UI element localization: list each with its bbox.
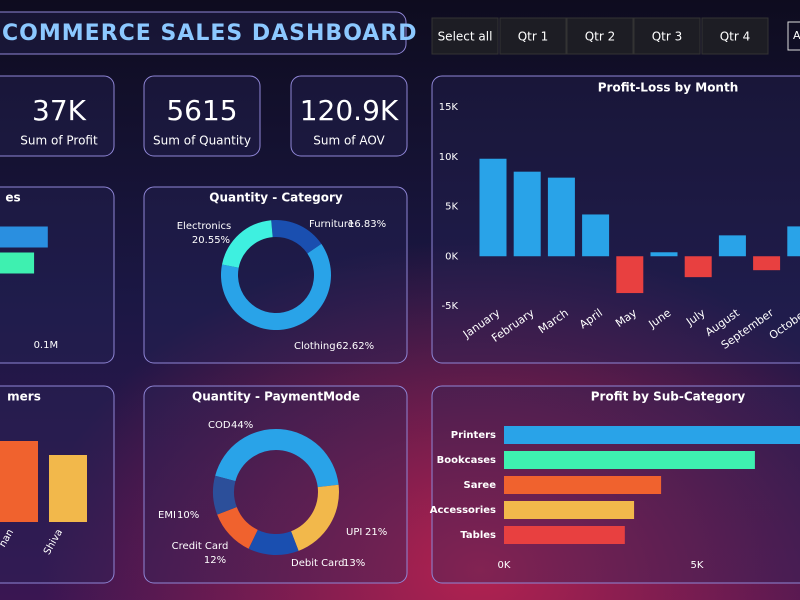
panel [0, 186, 115, 364]
category-label: Saree [464, 480, 497, 491]
donut-slice [271, 220, 322, 254]
x-tick-label: 5K [691, 560, 704, 571]
chart-title: mers [7, 390, 41, 404]
kpi-value: 5615 [166, 94, 237, 127]
slice-name: Clothing [294, 341, 336, 352]
slicer-label[interactable]: Select all [438, 30, 493, 44]
slice-name: UPI [346, 527, 362, 538]
slice-name: Credit Card [172, 541, 229, 552]
bar [479, 158, 507, 257]
kpi-card [290, 75, 408, 157]
bar [582, 214, 610, 257]
clear-text[interactable]: A [793, 29, 800, 42]
bar [650, 252, 678, 257]
slicer-button[interactable] [499, 17, 567, 55]
y-tick-label: 5K [445, 202, 458, 213]
bar [0, 226, 48, 248]
donut-slice [217, 507, 258, 549]
bar [504, 501, 635, 519]
y-tick-label: 15K [439, 102, 459, 113]
y-tick-label: -5K [441, 301, 458, 312]
bar [504, 526, 625, 544]
slice-value: 13% [343, 558, 365, 569]
slice-value: 16.83% [348, 219, 386, 230]
chart-title: Quantity - PaymentMode [192, 390, 360, 404]
clear-box[interactable] [787, 21, 800, 51]
bar [787, 226, 800, 257]
slicer-label[interactable]: Qtr 1 [518, 30, 549, 44]
slice-value: 20.55% [192, 235, 230, 246]
chart-title: Profit-Loss by Month [598, 81, 739, 95]
bar [513, 171, 541, 257]
bar [0, 252, 35, 274]
kpi-label: Sum of Profit [20, 134, 98, 148]
chart-title: es [5, 191, 20, 205]
slice-value: 44% [231, 420, 253, 431]
category-label: Tables [460, 530, 496, 541]
bar [0, 441, 38, 522]
kpi-card [143, 75, 261, 157]
slicer-label[interactable]: Qtr 3 [652, 30, 683, 44]
y-tick-label: 10K [439, 152, 459, 163]
bar [504, 426, 800, 444]
kpi-label: Sum of Quantity [153, 134, 251, 148]
y-tick-label: 0K [445, 251, 458, 262]
bar [49, 455, 87, 522]
panel [431, 75, 800, 364]
slice-value: 62.62% [336, 341, 374, 352]
bar [616, 256, 644, 294]
slice-value: 12% [204, 555, 226, 566]
donut-slice [291, 484, 339, 551]
panel [143, 186, 408, 364]
slice-name: Debit Card [291, 558, 344, 569]
title-box [0, 11, 407, 55]
slicer-label[interactable]: Qtr 2 [585, 30, 616, 44]
donut-slice [248, 529, 299, 556]
slice-name: Furniture [309, 219, 354, 230]
donut-slice [215, 428, 339, 488]
bar [753, 256, 781, 271]
bar [684, 256, 712, 278]
panel [143, 385, 408, 584]
x-tick-label: 0K [498, 560, 511, 571]
donut-slice [220, 243, 331, 330]
kpi-value: 37K [32, 94, 87, 127]
kpi-card [0, 75, 115, 157]
bar [504, 476, 662, 494]
chart-title: Profit by Sub-Category [591, 390, 746, 404]
slice-value: 10% [177, 510, 199, 521]
slice-name: Electronics [177, 221, 232, 232]
slice-name: COD [208, 420, 231, 431]
chart-title: Quantity - Category [209, 191, 343, 205]
dashboard-title: ECOMMERCE SALES DASHBOARD [0, 21, 418, 46]
slice-value: 21% [365, 527, 387, 538]
slicer-label[interactable]: Qtr 4 [720, 30, 751, 44]
slicer-button[interactable] [431, 17, 499, 55]
bar [547, 177, 575, 257]
slicer-button[interactable] [633, 17, 701, 55]
bar [718, 235, 746, 257]
kpi-value: 120.9K [300, 94, 399, 127]
slice-name: EMI [158, 510, 176, 521]
donut-slice [213, 475, 237, 515]
slicer-button[interactable] [566, 17, 634, 55]
category-label: Bookcases [437, 455, 496, 466]
kpi-label: Sum of AOV [313, 134, 385, 148]
bar [504, 451, 755, 469]
slicer-button[interactable] [701, 17, 769, 55]
x-tick-label: 0.1M [34, 340, 59, 351]
category-label: Accessories [430, 505, 496, 516]
donut-slice [222, 220, 273, 268]
category-label: Printers [451, 430, 496, 441]
